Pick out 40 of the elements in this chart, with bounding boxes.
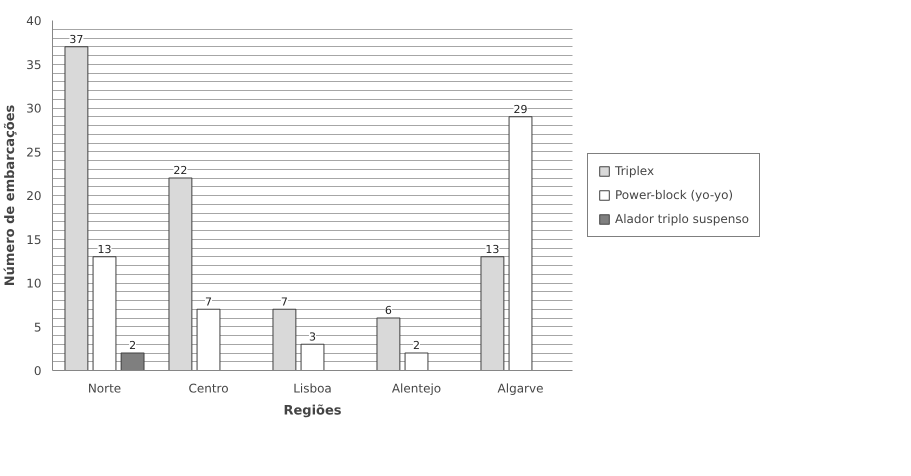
data-label: 37 — [69, 32, 84, 46]
y-tick-label: 30 — [26, 102, 42, 116]
data-label: 22 — [173, 164, 188, 177]
bar — [92, 256, 116, 370]
data-label: 13 — [485, 242, 500, 256]
bar — [376, 318, 400, 370]
bar — [196, 308, 220, 370]
x-axis-title: Regiões — [283, 404, 342, 418]
y-tick-label: 35 — [26, 58, 42, 72]
data-label: 7 — [280, 295, 288, 308]
x-tick-label: Algarve — [498, 382, 544, 396]
data-label: 2 — [129, 339, 136, 352]
bar — [168, 178, 192, 370]
y-tick-label: 0 — [34, 364, 42, 378]
data-label: 6 — [384, 304, 392, 317]
y-tick-label: 40 — [26, 14, 42, 28]
legend-label: Alador triplo suspenso — [615, 212, 749, 226]
data-label: 13 — [98, 242, 112, 256]
y-tick-label: 5 — [34, 320, 42, 334]
y-tick-label: 15 — [26, 232, 42, 247]
bar — [404, 352, 428, 370]
x-tick-label: Centro — [188, 382, 229, 396]
y-tick-label: 20 — [26, 189, 42, 203]
bar — [480, 256, 504, 370]
legend-label: Triplex — [615, 164, 654, 178]
bar — [272, 308, 296, 370]
x-tick-label: Norte — [88, 382, 122, 396]
y-tick-label: 25 — [26, 145, 42, 160]
x-tick-label: Lisboa — [293, 382, 332, 396]
x-tick-label: Alentejo — [392, 382, 442, 396]
y-axis-title: Número de embarcações — [3, 104, 18, 286]
bar — [300, 344, 324, 370]
data-label: 29 — [514, 102, 528, 116]
data-label: 3 — [309, 330, 316, 344]
data-label: 7 — [205, 295, 212, 308]
bar — [64, 46, 88, 370]
data-label: 2 — [413, 339, 420, 352]
y-tick-label: 10 — [26, 276, 42, 290]
bar — [508, 116, 532, 370]
legend-label: Power-block (yo-yo) — [615, 188, 734, 202]
